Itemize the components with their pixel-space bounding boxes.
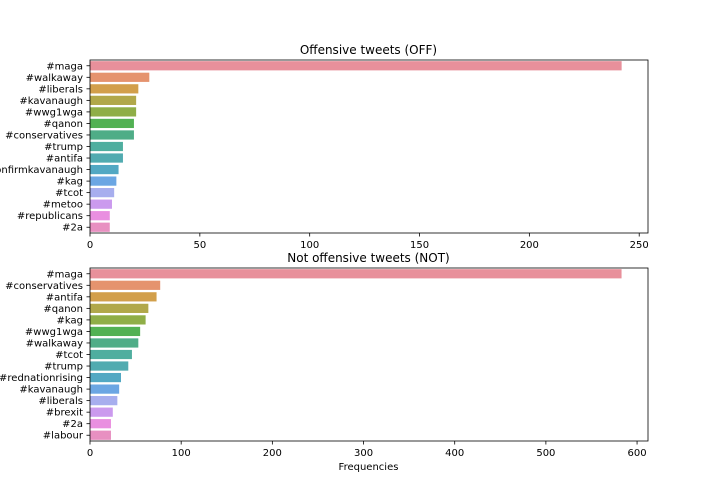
offensive-x-tick-label: 50: [193, 240, 206, 251]
offensive-category-label: #kavanaugh: [19, 96, 83, 107]
not-offensive-category-label: #qanon: [43, 304, 83, 315]
not-offensive-category-label: #liberals: [38, 396, 83, 407]
offensive-bar: [90, 118, 134, 129]
not-offensive-x-tick-label: 200: [263, 448, 282, 459]
offensive-category-label: #walkaway: [26, 73, 84, 84]
offensive-chart-title: Offensive tweets (OFF): [300, 43, 437, 57]
not-offensive-bars: [90, 269, 622, 440]
not-offensive-bar: [90, 303, 149, 313]
offensive-bar: [90, 95, 137, 105]
offensive-x-tick-label: 0: [87, 240, 93, 251]
not-offensive-category-label: #walkaway: [26, 338, 84, 349]
offensive-category-label: #trump: [44, 142, 83, 153]
offensive-category-label: #kag: [57, 177, 83, 188]
not-offensive-bar: [90, 349, 132, 360]
offensive-bar: [90, 164, 119, 175]
offensive-category-label: #metoo: [43, 200, 83, 211]
not-offensive-bar: [90, 396, 118, 406]
offensive-bar: [90, 199, 112, 209]
not-offensive-plot-frame: [89, 267, 649, 442]
offensive-x-tick-label: 150: [410, 240, 429, 251]
not-offensive-category-label: #rednationrising: [0, 373, 83, 384]
not-offensive-bar: [90, 430, 111, 440]
not-offensive-bar: [90, 419, 111, 429]
offensive-bar: [90, 176, 117, 186]
not-offensive-bar: [90, 315, 146, 325]
offensive-x-ticks: 0 50 100 150 200 250: [87, 233, 649, 251]
not-offensive-x-tick-label: 400: [445, 448, 464, 459]
not-offensive-category-label: #labour: [43, 431, 84, 442]
offensive-category-label: #2a: [62, 223, 83, 234]
not-offensive-bar: [90, 326, 141, 337]
not-offensive-bar: [90, 384, 120, 394]
offensive-bar: [90, 222, 110, 232]
offensive-x-tick-label: 100: [300, 240, 319, 251]
offensive-bar: [90, 153, 123, 163]
offensive-bar: [90, 84, 139, 94]
offensive-category-label: #maga: [46, 61, 83, 72]
offensive-bar: [90, 130, 134, 140]
not-offensive-bar: [90, 280, 161, 290]
not-offensive-bar: [90, 361, 129, 371]
offensive-bar: [90, 211, 110, 221]
not-offensive-x-tick-label: 500: [536, 448, 555, 459]
not-offensive-category-label: #tcot: [55, 350, 83, 361]
not-offensive-category-label: #antifa: [46, 292, 83, 303]
offensive-x-tick-label: 250: [630, 240, 649, 251]
not-offensive-category-label: #conservatives: [5, 281, 83, 292]
offensive-category-label: #wwg1wga: [25, 107, 83, 118]
not-offensive-chart: Not offensive tweets (NOT) #maga#conserv…: [0, 251, 649, 473]
not-offensive-bar: [90, 407, 113, 417]
not-offensive-chart-title: Not offensive tweets (NOT): [287, 251, 450, 265]
offensive-plot-frame: [89, 59, 649, 234]
offensive-category-label: #republicans: [17, 211, 83, 222]
not-offensive-category-label: #maga: [46, 269, 83, 280]
offensive-x-tick-label: 200: [520, 240, 539, 251]
offensive-category-label: #tcot: [55, 188, 83, 199]
not-offensive-x-ticks: 0 100 200 300 400 500 600: [87, 441, 647, 459]
not-offensive-bar: [90, 372, 121, 383]
offensive-bars: [90, 61, 622, 232]
not-offensive-category-label: #kag: [57, 315, 83, 326]
not-offensive-bar: [90, 338, 139, 348]
not-offensive-x-tick-label: 300: [354, 448, 373, 459]
not-offensive-x-tick-label: 600: [628, 448, 647, 459]
offensive-category-label: #liberals: [38, 84, 83, 95]
not-offensive-bar: [90, 269, 622, 279]
offensive-category-label: #qanon: [43, 119, 83, 130]
not-offensive-category-label: #wwg1wga: [25, 327, 83, 338]
not-offensive-category-label: #brexit: [46, 408, 83, 419]
not-offensive-category-label: #kavanaugh: [19, 385, 83, 396]
not-offensive-bar: [90, 292, 157, 302]
offensive-category-label: #antifa: [46, 154, 83, 165]
not-offensive-x-axis-label: Frequencies: [339, 462, 399, 473]
offensive-bar: [90, 61, 622, 71]
offensive-bar: [90, 107, 137, 117]
offensive-bar: [90, 72, 150, 82]
not-offensive-category-labels: #maga#conservatives#antifa#qanon#kag#wwg…: [0, 269, 90, 442]
not-offensive-x-tick-label: 0: [87, 448, 93, 459]
offensive-category-label: #confirmkavanaugh: [0, 165, 83, 176]
not-offensive-x-tick-label: 100: [172, 448, 191, 459]
offensive-category-label: #conservatives: [5, 130, 83, 141]
offensive-bar: [90, 188, 115, 198]
offensive-category-labels: #maga#walkaway#liberals#kavanaugh#wwg1wg…: [0, 61, 90, 234]
offensive-chart: Offensive tweets (OFF) #maga#walkaway#li…: [0, 43, 649, 251]
offensive-bar: [90, 141, 123, 152]
not-offensive-category-label: #2a: [62, 419, 83, 430]
not-offensive-category-label: #trump: [44, 362, 83, 373]
